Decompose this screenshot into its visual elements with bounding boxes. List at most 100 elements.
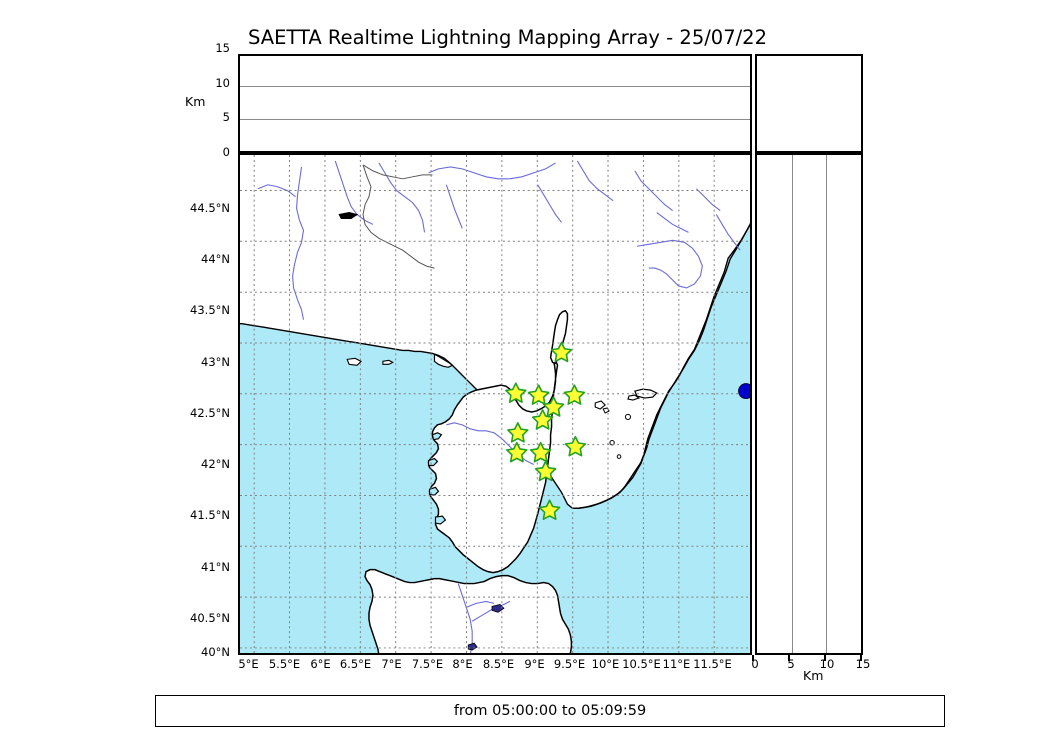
lon-tick-6: 6°E bbox=[310, 657, 331, 671]
station-star bbox=[538, 499, 561, 520]
border-fr-ch bbox=[362, 164, 403, 180]
river-po-1 bbox=[428, 166, 510, 180]
latitude-vs-altitude-panel[interactable] bbox=[755, 153, 863, 655]
station-star bbox=[542, 396, 565, 417]
tickmark bbox=[860, 655, 862, 661]
corsica-gulf-4 bbox=[434, 515, 447, 525]
vhf-source-markers bbox=[738, 383, 750, 400]
station-star bbox=[563, 384, 586, 405]
lat-tick-44p5: 44.5°N bbox=[190, 201, 230, 215]
river-sardinia-1 bbox=[457, 583, 473, 653]
altitude-vs-longitude-panel[interactable] bbox=[238, 54, 752, 153]
top-panel-gridline-5 bbox=[240, 118, 750, 120]
islet-capraia bbox=[594, 400, 606, 410]
station-star bbox=[505, 382, 527, 403]
top-panel-axis-label: Km bbox=[185, 94, 206, 109]
top-tick-0: 0 bbox=[222, 145, 230, 159]
lon-tick-11: 11°E bbox=[662, 657, 691, 671]
corsica-land bbox=[427, 356, 559, 574]
islet-3 bbox=[616, 454, 622, 459]
lon-tick-8: 8°E bbox=[452, 657, 473, 671]
map-gridlines bbox=[240, 155, 750, 653]
station-star bbox=[527, 384, 550, 405]
lakes bbox=[338, 212, 505, 651]
lon-tick-10: 10°E bbox=[591, 657, 620, 671]
station-star bbox=[564, 435, 587, 457]
lat-tick-41p5: 41.5°N bbox=[190, 508, 230, 522]
lon-tick-8p5: 8.5°E bbox=[482, 657, 515, 671]
rivers bbox=[257, 160, 741, 653]
station-star bbox=[534, 460, 557, 482]
country-borders bbox=[362, 164, 435, 269]
lon-tick-9: 9°E bbox=[524, 657, 545, 671]
lat-tick-41: 41°N bbox=[201, 560, 230, 574]
status-text: from 05:00:00 to 05:09:59 bbox=[453, 703, 647, 719]
sardinia-land bbox=[364, 568, 573, 653]
elba-detail bbox=[627, 394, 641, 401]
river-a bbox=[257, 184, 296, 198]
station-star bbox=[507, 422, 529, 443]
river-c bbox=[378, 162, 426, 233]
lon-tick-9p5: 9.5°E bbox=[553, 657, 586, 671]
top-tick-5: 5 bbox=[222, 110, 230, 124]
corsica-west-gulfs bbox=[431, 432, 443, 441]
right-tick-0: 0 bbox=[751, 657, 759, 671]
top-tick-10: 10 bbox=[215, 76, 230, 90]
station-star bbox=[506, 441, 528, 463]
station-star bbox=[531, 409, 554, 430]
river-d bbox=[445, 184, 463, 229]
right-panel-gridline-10 bbox=[826, 155, 828, 653]
right-panel-gridline-5 bbox=[791, 155, 793, 653]
lake-geneva bbox=[338, 212, 359, 219]
right-tick-15: 15 bbox=[855, 657, 871, 671]
lon-tick-5: 5°E bbox=[238, 657, 259, 671]
river-tiber bbox=[648, 267, 679, 287]
tickmark bbox=[824, 655, 826, 661]
vhf-source-point bbox=[738, 383, 750, 400]
tickmark bbox=[788, 655, 790, 661]
lat-tick-43p5: 43.5°N bbox=[190, 303, 230, 317]
status-bar: from 05:00:00 to 05:09:59 bbox=[155, 695, 945, 727]
lat-tick-42: 42°N bbox=[201, 457, 230, 471]
hyeres-islands bbox=[382, 359, 395, 365]
river-j bbox=[656, 212, 689, 233]
top-panel-gridline-10 bbox=[240, 86, 750, 88]
lon-tick-7p5: 7.5°E bbox=[411, 657, 444, 671]
islet-1 bbox=[624, 413, 632, 420]
corner-panel bbox=[755, 54, 863, 153]
lat-tick-40p5: 40.5°N bbox=[190, 611, 230, 625]
river-arno bbox=[636, 239, 703, 289]
lon-tick-10p5: 10.5°E bbox=[622, 657, 661, 671]
page-title: SAETTA Realtime Lightning Mapping Array … bbox=[248, 26, 767, 49]
station-star bbox=[529, 441, 552, 463]
lat-tick-42p5: 42.5°N bbox=[190, 406, 230, 420]
lon-tick-6p5: 6.5°E bbox=[339, 657, 372, 671]
cap-detail-1 bbox=[346, 357, 362, 366]
river-sardinia-3 bbox=[466, 600, 495, 608]
elba-island bbox=[634, 388, 658, 399]
riviera-detail bbox=[433, 353, 454, 368]
corsica-gulf-3 bbox=[428, 486, 440, 496]
lat-tick-44: 44°N bbox=[201, 252, 230, 266]
station-star bbox=[550, 341, 573, 363]
border-it-ch bbox=[402, 174, 433, 180]
lightning-map-panel[interactable] bbox=[238, 153, 752, 655]
right-panel-axis-label: Km bbox=[803, 668, 824, 683]
border-fr-it bbox=[362, 164, 435, 269]
lon-tick-7: 7°E bbox=[381, 657, 402, 671]
map-canvas bbox=[240, 155, 750, 653]
right-tick-5: 5 bbox=[787, 657, 795, 671]
river-g bbox=[634, 170, 673, 211]
top-tick-15: 15 bbox=[215, 41, 230, 55]
lma-station-markers bbox=[505, 341, 587, 520]
ligurian-coast bbox=[572, 222, 750, 509]
river-rhone bbox=[292, 166, 305, 320]
lon-tick-11p5: 11.5°E bbox=[693, 657, 732, 671]
river-po-2 bbox=[509, 162, 556, 180]
right-tick-10: 10 bbox=[819, 657, 835, 671]
river-i bbox=[696, 188, 721, 211]
river-h bbox=[715, 214, 741, 251]
tickmark bbox=[752, 655, 754, 661]
landmasses bbox=[240, 155, 750, 653]
lat-tick-40: 40°N bbox=[201, 645, 230, 659]
